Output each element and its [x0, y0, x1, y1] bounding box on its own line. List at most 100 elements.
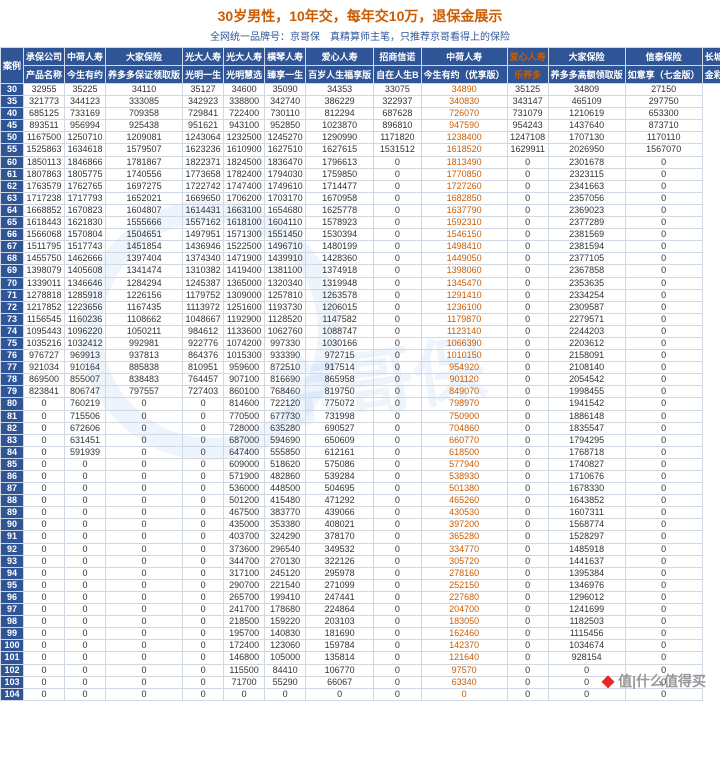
- value-cell: 0: [183, 458, 224, 470]
- value-cell: 1618520: [421, 144, 507, 156]
- value-cell: 0: [24, 640, 65, 652]
- value-cell: 1030166: [306, 337, 374, 349]
- value-cell: 0: [625, 422, 702, 434]
- value-cell: 612161: [306, 446, 374, 458]
- value-cell: 1717793: [65, 192, 106, 204]
- value-cell: 0: [65, 471, 106, 483]
- value-cell: 0: [106, 398, 183, 410]
- value-cell: 0: [625, 604, 702, 616]
- value-cell: 0: [24, 471, 65, 483]
- value-cell: 227680: [421, 591, 507, 603]
- value-cell: 1346646: [65, 277, 106, 289]
- value-cell: 609000: [224, 458, 265, 470]
- value-cell: 2054542: [548, 374, 625, 386]
- value-cell: 0: [183, 664, 224, 676]
- value-cell: 1670958: [306, 192, 374, 204]
- value-cell: 0: [625, 458, 702, 470]
- value-cell: 0: [24, 398, 65, 410]
- value-cell: 1346976: [548, 579, 625, 591]
- value-cell: 1245270: [265, 132, 306, 144]
- product-col: 今生有约: [65, 66, 106, 84]
- value-cell: 0: [625, 531, 702, 543]
- value-cell: 0: [183, 591, 224, 603]
- value-cell: 0: [374, 156, 422, 168]
- value-cell: 0: [625, 241, 702, 253]
- value-cell: 0: [65, 676, 106, 688]
- value-cell: 1551450: [265, 229, 306, 241]
- value-cell: 1226156: [106, 289, 183, 301]
- value-cell: 0: [625, 386, 702, 398]
- value-cell: 1530394: [306, 229, 374, 241]
- product-col: 自在人生B: [374, 66, 422, 84]
- age-cell: 99: [1, 628, 24, 640]
- value-cell: 0: [625, 628, 702, 640]
- value-cell: 1682850: [421, 192, 507, 204]
- product-col: 臻享一生: [265, 66, 306, 84]
- value-cell: 0: [507, 350, 548, 362]
- value-cell: 0: [625, 313, 702, 325]
- value-cell: 1498410: [421, 241, 507, 253]
- value-cell: 340830: [421, 96, 507, 108]
- value-cell: 0: [374, 362, 422, 374]
- value-cell: 135814: [306, 652, 374, 664]
- value-cell: 1088747: [306, 325, 374, 337]
- value-cell: 0: [374, 313, 422, 325]
- value-cell: 0: [183, 652, 224, 664]
- value-cell: 1217852: [24, 301, 65, 313]
- company-col: 大家保险: [548, 48, 625, 66]
- value-cell: 810951: [183, 362, 224, 374]
- value-cell: 2323115: [548, 168, 625, 180]
- age-cell: 64: [1, 204, 24, 216]
- value-cell: 722400: [224, 108, 265, 120]
- value-cell: 321773: [24, 96, 65, 108]
- value-cell: 181690: [306, 628, 374, 640]
- value-cell: 1497951: [183, 229, 224, 241]
- value-cell: 901120: [421, 374, 507, 386]
- value-cell: 959600: [224, 362, 265, 374]
- value-cell: 1179870: [421, 313, 507, 325]
- value-cell: 334770: [421, 543, 507, 555]
- value-cell: 0: [507, 277, 548, 289]
- value-cell: 290700: [224, 579, 265, 591]
- value-cell: 571900: [224, 471, 265, 483]
- value-cell: 0: [183, 604, 224, 616]
- value-cell: 855007: [65, 374, 106, 386]
- value-cell: 0: [625, 253, 702, 265]
- value-cell: 0: [625, 168, 702, 180]
- value-cell: 0: [374, 204, 422, 216]
- value-cell: 34353: [306, 84, 374, 96]
- product-col: 乐养多: [507, 66, 548, 84]
- value-cell: 0: [65, 628, 106, 640]
- value-cell: 0: [625, 217, 702, 229]
- value-cell: 1437640: [548, 120, 625, 132]
- value-cell: 55290: [265, 676, 306, 688]
- company-col: 横琴人寿: [265, 48, 306, 66]
- value-cell: 873710: [625, 120, 702, 132]
- value-cell: 317100: [224, 567, 265, 579]
- value-cell: 1310382: [183, 265, 224, 277]
- value-cell: 538930: [421, 471, 507, 483]
- value-cell: 123060: [265, 640, 306, 652]
- value-cell: 344700: [224, 555, 265, 567]
- value-cell: 1074200: [224, 337, 265, 349]
- value-cell: 0: [374, 507, 422, 519]
- value-cell: 1223656: [65, 301, 106, 313]
- value-cell: 0: [374, 350, 422, 362]
- value-cell: 467500: [224, 507, 265, 519]
- value-cell: 0: [65, 664, 106, 676]
- value-cell: 0: [374, 446, 422, 458]
- value-cell: 0: [183, 519, 224, 531]
- value-cell: 0: [183, 446, 224, 458]
- value-cell: 0: [24, 567, 65, 579]
- value-cell: 1339011: [24, 277, 65, 289]
- age-cell: 93: [1, 555, 24, 567]
- value-cell: 972715: [306, 350, 374, 362]
- value-cell: 1835547: [548, 422, 625, 434]
- product-col: 光明慧选: [224, 66, 265, 84]
- value-cell: 1345470: [421, 277, 507, 289]
- age-cell: 50: [1, 132, 24, 144]
- value-cell: 0: [65, 555, 106, 567]
- value-cell: 435000: [224, 519, 265, 531]
- value-cell: 1247108: [507, 132, 548, 144]
- value-cell: 1455750: [24, 253, 65, 265]
